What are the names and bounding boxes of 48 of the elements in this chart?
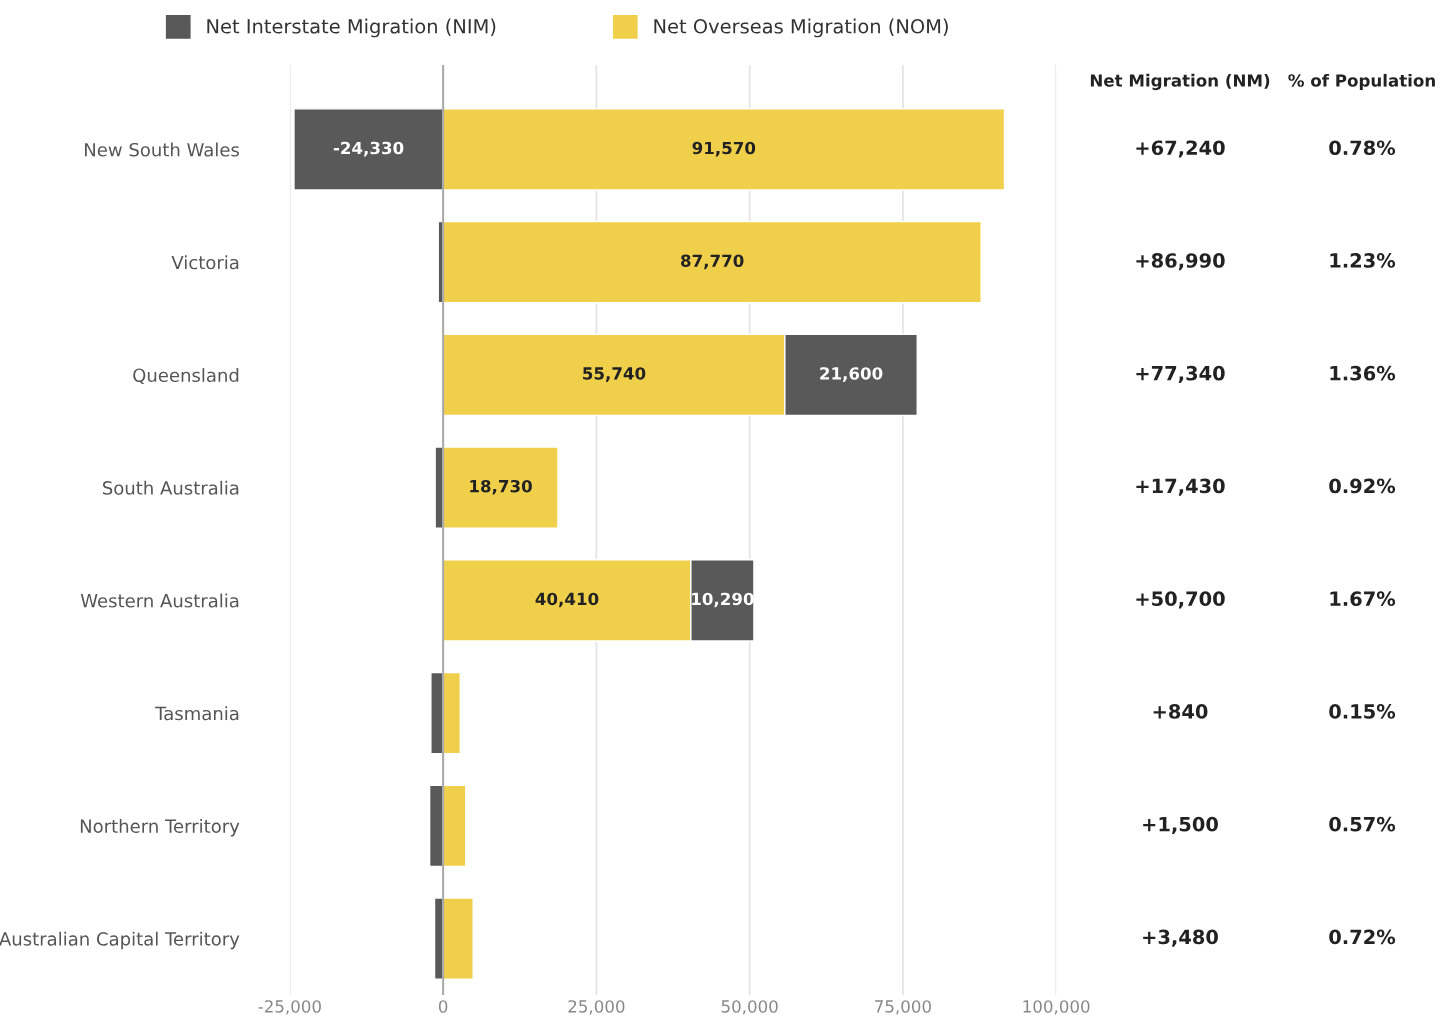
text: +17,430 (1136, 478, 1225, 496)
data-label: -24,330 (333, 141, 404, 157)
text: % of Population (1288, 73, 1435, 91)
bar (442, 784, 467, 868)
text: +67,240 (1136, 140, 1225, 158)
text: 1.23% (1330, 253, 1396, 268)
data-label: 55,740 (583, 367, 646, 382)
y-tick-label: New South Wales (85, 142, 239, 157)
text: +86,990 (1136, 253, 1225, 271)
y-tick-label: Victoria (171, 255, 239, 270)
text: 0.57% (1329, 816, 1396, 832)
text: 0.78% (1329, 140, 1396, 156)
y-tick-label: Northern Territory (80, 819, 240, 837)
bar (442, 671, 461, 755)
x-tick-label: 50,000 (721, 1000, 778, 1015)
y-tick-label: Australian Capital Territory (0, 931, 240, 950)
bar (442, 446, 559, 529)
y-tick-label: South Australia (102, 480, 239, 495)
x-tick-label: -25,000 (258, 1000, 321, 1015)
bar (293, 108, 444, 191)
text: +1,500 (1143, 816, 1218, 834)
x-tick-label: 75,000 (875, 1000, 931, 1015)
text: Net Migration (NM) (1090, 73, 1270, 91)
text: +50,700 (1136, 591, 1225, 609)
text: +77,340 (1136, 365, 1225, 384)
data-label: 18,730 (470, 479, 532, 495)
text: 0.92% (1329, 478, 1396, 494)
legend-label: Net Interstate Migration (NIM) (207, 18, 496, 38)
text: 0.15% (1329, 704, 1396, 719)
data-label: 91,570 (692, 141, 756, 157)
data-label: 40,410 (535, 592, 599, 608)
x-tick-label: 100,000 (1023, 1000, 1090, 1015)
data-label: 87,770 (681, 254, 744, 270)
bar (442, 897, 474, 980)
x-tick-label: 0 (438, 1000, 448, 1013)
bar (442, 108, 1006, 191)
bar (442, 220, 982, 304)
data-label: 21,600 (820, 367, 883, 382)
text: 1.67% (1330, 591, 1396, 607)
y-tick-label: Queensland (133, 368, 239, 385)
x-tick-label: 25,000 (568, 1000, 625, 1015)
y-tick-label: Tasmania (155, 706, 239, 721)
text: +840 (1153, 704, 1208, 719)
legend-label: Net Overseas Migration (NOM) (654, 18, 948, 38)
text: 1.36% (1330, 365, 1396, 381)
text: +3,480 (1143, 929, 1218, 947)
text: 0.72% (1329, 929, 1396, 945)
y-tick-label: Western Australia (80, 593, 239, 608)
